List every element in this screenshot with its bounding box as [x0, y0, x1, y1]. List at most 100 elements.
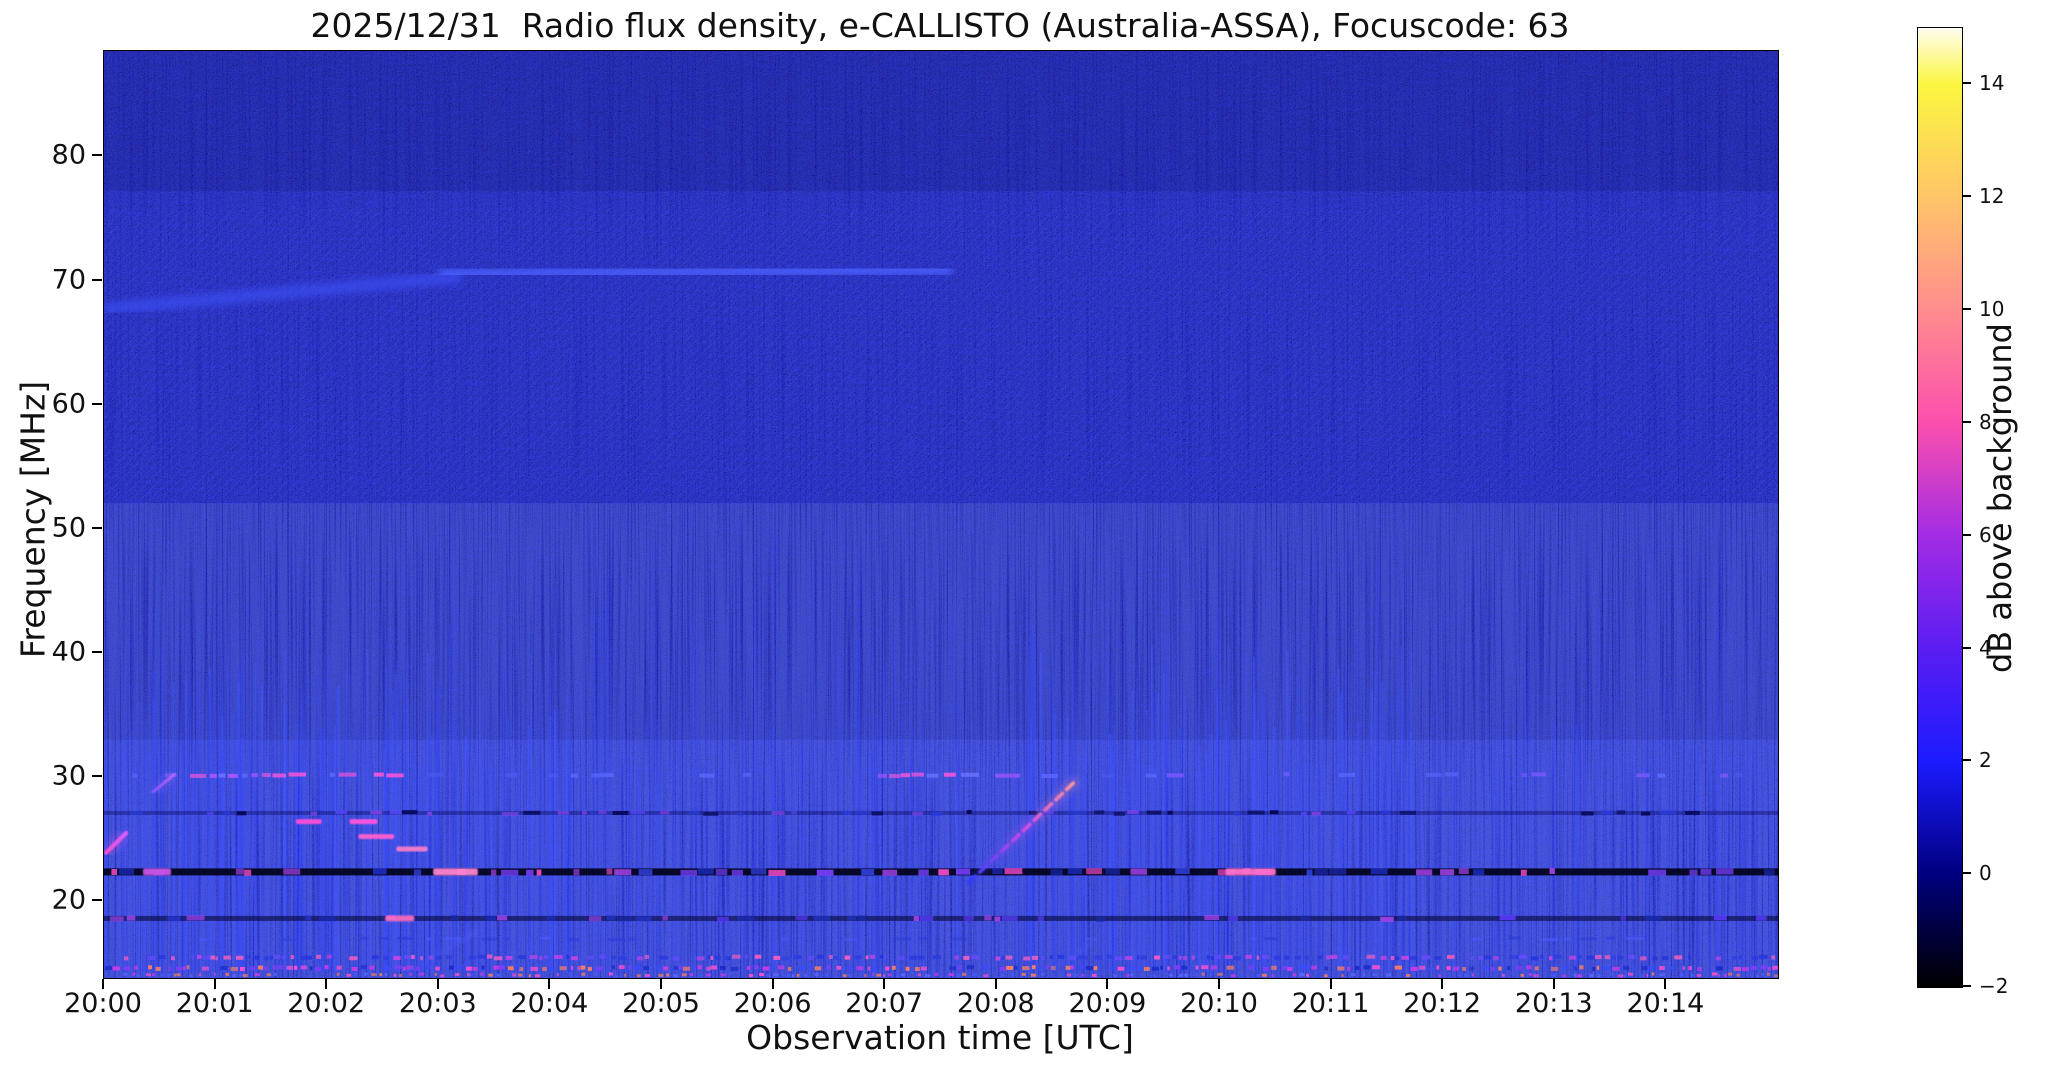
- row-14.6MHz-dash: [249, 966, 256, 971]
- row-14.6MHz-dash: [1623, 965, 1630, 970]
- row-22MHz-dash: [1700, 868, 1712, 875]
- row-15MHz-dash: [326, 954, 332, 959]
- row-14.6MHz-dash: [1688, 966, 1693, 971]
- row-17MHz-dash: [1470, 937, 1484, 941]
- row-14.6MHz-dash: [230, 967, 238, 971]
- row-14.6MHz-dash: [1760, 965, 1766, 970]
- row-27MHz-dash: [1659, 810, 1677, 815]
- row-30MHz-dash: [1720, 773, 1729, 778]
- row-bottom-speckle-dash: [1001, 974, 1005, 977]
- row-18MHz-dash: [1002, 915, 1018, 921]
- row-14.6MHz-dash: [814, 966, 822, 971]
- row-22MHz-dash: [1689, 869, 1698, 876]
- row-30MHz-dash: [505, 772, 518, 777]
- row-14.6MHz-dash: [394, 965, 402, 970]
- row-14.6MHz-dash: [787, 966, 792, 971]
- row-bottom-speckle-dash: [876, 973, 882, 977]
- row-bottom-speckle-dash: [1501, 973, 1505, 977]
- row-15MHz-dash: [1041, 956, 1045, 960]
- row-bottom-speckle-dash: [470, 973, 474, 977]
- row-bottom-speckle-dash: [1736, 973, 1740, 977]
- row-15MHz-dash: [773, 955, 781, 960]
- y-tick-mark: [92, 402, 102, 405]
- row-15MHz-dash: [1210, 956, 1215, 961]
- x-tick-mark: [1552, 979, 1555, 989]
- row-14.6MHz-dash: [1469, 966, 1475, 971]
- row-15MHz-dash: [897, 955, 905, 960]
- row-15MHz-dash: [971, 955, 980, 960]
- colorbar-tick-label: 14: [1979, 71, 2005, 96]
- row-14.6MHz-dash: [182, 966, 186, 971]
- row-15MHz-dash: [571, 956, 578, 961]
- row-bottom-speckle-dash: [636, 974, 641, 978]
- row-17MHz-dash: [282, 938, 297, 942]
- row-bottom-speckle-dash: [1030, 973, 1036, 977]
- row-14.6MHz-dash: [1143, 966, 1150, 971]
- row-bottom-speckle-dash: [983, 974, 989, 978]
- row-22MHz-dash: [1067, 868, 1083, 875]
- row-22MHz-dash: [992, 868, 1003, 875]
- row-14.6MHz-dash: [1077, 965, 1084, 970]
- x-tick-label: 20:08: [956, 988, 1035, 1019]
- row-22MHz-dash: [501, 869, 519, 876]
- row-bottom-speckle-dash: [496, 973, 501, 977]
- row-15MHz-dash: [529, 955, 538, 959]
- row-17MHz-dash: [1626, 937, 1644, 940]
- row-14.6MHz-dash: [719, 965, 726, 970]
- row-15MHz-dash: [1409, 956, 1418, 961]
- row-15MHz-dash: [1380, 955, 1387, 960]
- row-30MHz-dash: [1283, 772, 1290, 777]
- row-14.6MHz-dash: [134, 965, 139, 970]
- row-17MHz-dash: [567, 938, 579, 942]
- row-14.6MHz-dash: [825, 965, 831, 970]
- row-bottom-speckle-dash: [1712, 972, 1718, 976]
- y-tick-label: 30: [51, 760, 86, 792]
- row-22MHz-dash: [731, 869, 744, 876]
- row-30MHz-dash: [742, 772, 752, 777]
- row-14.6MHz-dash: [595, 966, 603, 971]
- row-14.6MHz-dash: [1173, 965, 1181, 970]
- row-14.6MHz-dash: [1036, 965, 1042, 970]
- x-tick-mark: [1218, 979, 1220, 989]
- row-14.6MHz-dash: [682, 966, 691, 971]
- row-bottom-speckle-dash: [225, 972, 229, 976]
- row-15MHz-dash: [745, 954, 748, 959]
- row-15MHz-dash: [879, 954, 884, 959]
- colorbar-tick-mark: [1963, 420, 1971, 423]
- row-15MHz-dash: [1519, 954, 1527, 959]
- row-15MHz-dash: [1390, 956, 1395, 960]
- row-15MHz-dash: [1447, 954, 1455, 959]
- row-bottom-speckle-dash: [198, 973, 202, 977]
- row-bottom-speckle-dash: [379, 973, 383, 977]
- row-27MHz-dash: [1127, 810, 1139, 815]
- row-bottom-speckle-dash: [1081, 973, 1085, 977]
- row-14.6MHz-dash: [1070, 965, 1074, 970]
- row-27MHz-dash: [1399, 810, 1416, 815]
- row-30MHz-dash: [288, 772, 306, 777]
- row-17MHz-dash: [444, 937, 461, 941]
- row-18MHz-dash: [716, 916, 729, 922]
- row-15MHz-dash: [1478, 955, 1484, 960]
- row-27MHz-dash: [401, 810, 418, 815]
- row-27MHz-dash: [130, 811, 143, 816]
- row-14.6MHz-dash: [314, 967, 322, 972]
- row-14.6MHz-dash: [263, 966, 268, 971]
- x-axis-label: Observation time [UTC]: [746, 1018, 1134, 1057]
- row-30MHz-dash: [272, 773, 287, 778]
- row-18MHz-burst: [385, 915, 415, 922]
- row-27MHz-dash: [1269, 810, 1279, 815]
- row-18MHz-dash: [450, 915, 459, 921]
- row-15MHz-dash: [696, 956, 705, 961]
- x-tick-mark: [994, 979, 997, 989]
- row-22MHz-dash: [882, 869, 898, 876]
- row-22MHz-dash: [1458, 868, 1469, 875]
- row-30MHz-dash: [926, 773, 939, 778]
- row-14.6MHz-dash: [360, 965, 367, 970]
- row-22MHz-dash: [1764, 869, 1775, 876]
- row-22MHz-dash: [413, 869, 422, 876]
- row-30MHz-dash: [1735, 772, 1743, 777]
- row-14.6MHz-dash: [1248, 965, 1254, 970]
- row-15MHz-dash: [158, 955, 166, 960]
- row-bottom-speckle-dash: [888, 973, 892, 977]
- row-15MHz-dash: [1401, 955, 1410, 960]
